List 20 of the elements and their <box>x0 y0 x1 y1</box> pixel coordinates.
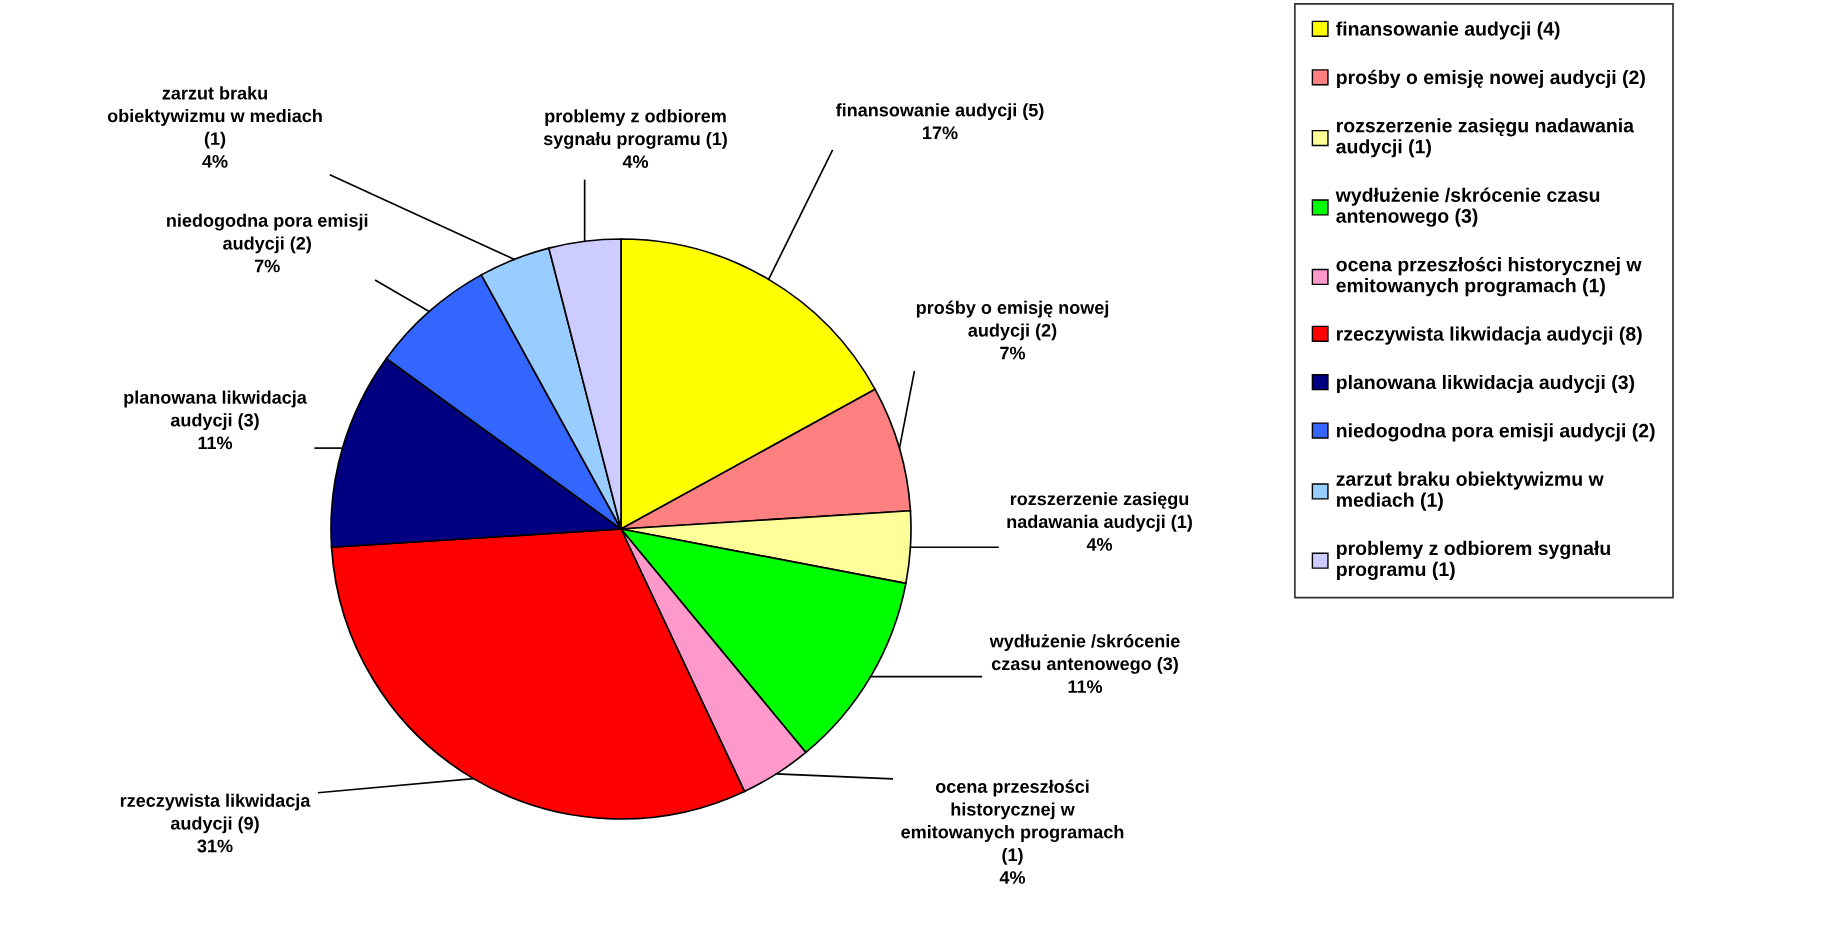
legend-label: zarzut braku obiektywizmu w mediach (1) <box>1336 471 1604 511</box>
legend-label: wydłużenie /skrócenie czasu antenowego (3) <box>1335 187 1600 227</box>
legend-label: prośby o emisję nowej audycji (2) <box>1337 69 1645 89</box>
data-label: rozszerzenie zasięgu nadawania audycji (1) 4% <box>1007 492 1192 551</box>
data-label: niedogodna pora emisji audycji (2) 7% <box>167 213 368 273</box>
data-label: zarzut braku obiektywizmu w mediach (1) 4% <box>107 86 322 168</box>
data-label: problemy z odbiorem sygnału programu (1) 4% <box>543 109 727 168</box>
data-label: finansowanie audycji (5) 17% <box>835 103 1044 140</box>
data-label: ocena przeszłości historycznej w emitowanych programach (1) 4% <box>901 779 1124 884</box>
legend-label: finansowanie audycji (4) <box>1336 21 1560 40</box>
legend-label: ocena przeszłości historycznej w emitowanych programach (1) <box>1336 256 1642 297</box>
data-label: wydłużenie /skrócenie czasu antenowego (3) 11% <box>989 634 1180 693</box>
data-label: prośby o emisję nowej audycji (2) 7% <box>916 300 1109 360</box>
legend-label: problemy z odbiorem sygnału programu (1) <box>1337 540 1610 581</box>
legend-label: rzeczywista likwidacja audycji (8) <box>1337 326 1642 345</box>
legend-label: rozszerzenie zasięgu nadawania audycji (1) <box>1336 118 1635 158</box>
legend-label: niedogodna pora emisji audycji (2) <box>1337 423 1655 442</box>
data-label: planowana likwidacja audycji (3) 11% <box>124 390 307 450</box>
legend-label: planowana likwidacja audycji (3) <box>1337 374 1635 394</box>
data-label: rzeczywista likwidacja audycji (9) 31% <box>120 793 311 853</box>
